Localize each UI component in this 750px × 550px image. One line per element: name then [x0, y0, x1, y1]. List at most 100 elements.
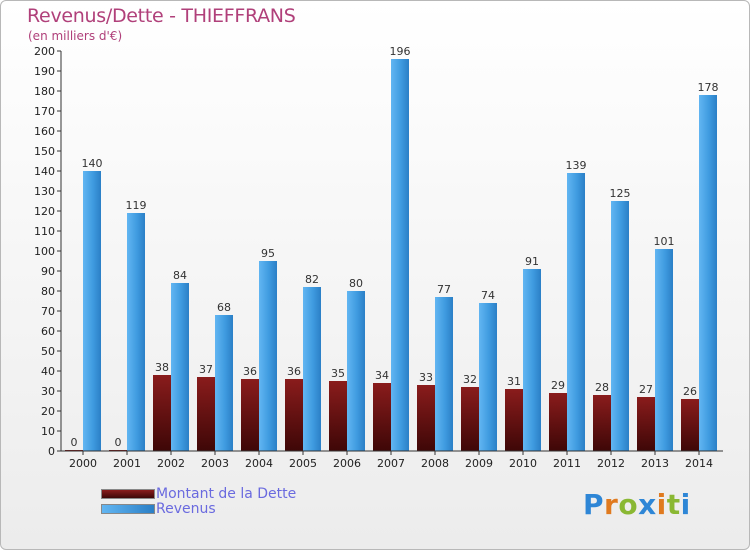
x-tick-label: 2012 [597, 457, 625, 470]
data-label-debt: 36 [287, 365, 301, 378]
x-tick-label: 2008 [421, 457, 449, 470]
y-tick-label: 50 [41, 345, 55, 358]
data-label-debt: 28 [595, 381, 609, 394]
y-tick-label: 110 [34, 225, 55, 238]
logo-letter: P [583, 488, 605, 521]
y-tick-label: 170 [34, 105, 55, 118]
x-tick-label: 2007 [377, 457, 405, 470]
logo-letter: i [656, 488, 667, 521]
legend-swatch-debt [101, 489, 155, 499]
data-label-revenus: 139 [566, 159, 587, 172]
bar-debt-2012 [593, 395, 611, 451]
data-label-revenus: 196 [390, 45, 411, 58]
bar-revenus-2001 [127, 213, 145, 451]
data-label-revenus: 74 [481, 289, 495, 302]
bar-revenus-2004 [259, 261, 277, 451]
x-tick-label: 2003 [201, 457, 229, 470]
data-label-debt: 36 [243, 365, 257, 378]
data-label-revenus: 84 [173, 269, 187, 282]
bar-debt-2007 [373, 383, 391, 451]
bar-debt-2013 [637, 397, 655, 451]
data-label-debt: 31 [507, 375, 521, 388]
x-tick-label: 2002 [157, 457, 185, 470]
bar-revenus-2007 [391, 59, 409, 451]
x-tick-label: 2010 [509, 457, 537, 470]
data-label-revenus: 178 [698, 81, 719, 94]
bar-debt-2014 [681, 399, 699, 451]
bar-revenus-2002 [171, 283, 189, 451]
bar-debt-2005 [285, 379, 303, 451]
y-tick-label: 80 [41, 285, 55, 298]
data-label-debt: 34 [375, 369, 389, 382]
bar-debt-2011 [549, 393, 567, 451]
logo-letter: o [618, 488, 639, 521]
data-label-debt: 26 [683, 385, 697, 398]
logo-letter: t [666, 488, 681, 521]
x-tick-label: 2011 [553, 457, 581, 470]
y-tick-label: 130 [34, 185, 55, 198]
proxiti-logo: Proxiti [583, 488, 691, 521]
x-tick-label: 2005 [289, 457, 317, 470]
data-label-debt: 0 [71, 436, 78, 449]
bar-revenus-2008 [435, 297, 453, 451]
data-label-revenus: 140 [82, 157, 103, 170]
data-label-debt: 27 [639, 383, 653, 396]
data-label-revenus: 80 [349, 277, 363, 290]
bar-debt-2003 [197, 377, 215, 451]
y-tick-label: 160 [34, 125, 55, 138]
y-tick-label: 200 [34, 45, 55, 58]
y-tick-label: 100 [34, 245, 55, 258]
y-tick-label: 150 [34, 145, 55, 158]
y-tick-label: 0 [48, 445, 55, 458]
x-tick-label: 2000 [69, 457, 97, 470]
data-label-revenus: 77 [437, 283, 451, 296]
data-label-debt: 38 [155, 361, 169, 374]
data-label-debt: 33 [419, 371, 433, 384]
data-label-revenus: 119 [126, 199, 147, 212]
bar-revenus-2010 [523, 269, 541, 451]
data-label-debt: 0 [115, 436, 122, 449]
bar-revenus-2014 [699, 95, 717, 451]
logo-letter: x [638, 488, 657, 521]
bar-debt-2004 [241, 379, 259, 451]
bar-revenus-2012 [611, 201, 629, 451]
x-tick-label: 2006 [333, 457, 361, 470]
y-tick-label: 120 [34, 205, 55, 218]
bar-debt-2008 [417, 385, 435, 451]
data-label-debt: 32 [463, 373, 477, 386]
data-label-revenus: 101 [654, 235, 675, 248]
y-tick-label: 140 [34, 165, 55, 178]
data-label-revenus: 82 [305, 273, 319, 286]
x-tick-label: 2013 [641, 457, 669, 470]
legend-label-revenus: Revenus [156, 501, 216, 517]
chart-subtitle: (en milliers d'€) [28, 29, 123, 43]
y-tick-label: 20 [41, 405, 55, 418]
data-label-debt: 37 [199, 363, 213, 376]
y-tick-label: 40 [41, 365, 55, 378]
bar-revenus-2005 [303, 287, 321, 451]
bar-revenus-2013 [655, 249, 673, 451]
x-tick-label: 2009 [465, 457, 493, 470]
bar-debt-2002 [153, 375, 171, 451]
data-label-debt: 29 [551, 379, 565, 392]
bar-debt-2006 [329, 381, 347, 451]
bar-debt-2009 [461, 387, 479, 451]
x-tick-label: 2004 [245, 457, 273, 470]
data-label-revenus: 68 [217, 301, 231, 314]
y-tick-label: 190 [34, 65, 55, 78]
y-tick-label: 90 [41, 265, 55, 278]
x-tick-label: 2001 [113, 457, 141, 470]
logo-letter: r [604, 488, 619, 521]
data-label-revenus: 125 [610, 187, 631, 200]
bar-revenus-2009 [479, 303, 497, 451]
legend-swatch-revenus [101, 504, 155, 514]
y-tick-label: 30 [41, 385, 55, 398]
chart-title: Revenus/Dette - THIEFFRANS [27, 5, 296, 27]
bar-revenus-2011 [567, 173, 585, 451]
y-tick-label: 180 [34, 85, 55, 98]
legend-label-debt: Montant de la Dette [156, 486, 297, 502]
logo-letter: i [680, 488, 691, 521]
x-tick-label: 2014 [685, 457, 713, 470]
